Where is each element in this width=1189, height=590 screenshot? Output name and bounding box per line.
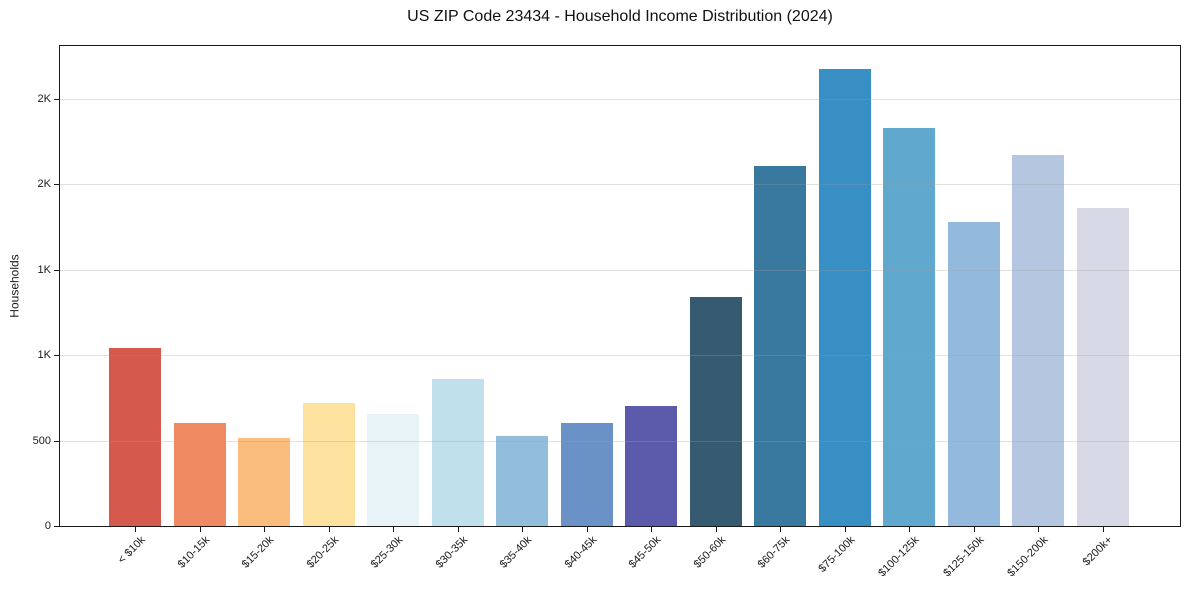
x-tick-label: $50-60k bbox=[691, 534, 728, 571]
x-tick-label: $45-50k bbox=[626, 534, 664, 571]
y-tick-label: 1K bbox=[37, 349, 51, 362]
x-tick-mark bbox=[1102, 527, 1104, 532]
bar bbox=[1012, 155, 1064, 526]
y-tick-label: 1K bbox=[37, 263, 51, 276]
x-tick-mark bbox=[973, 527, 975, 532]
bar bbox=[238, 438, 290, 526]
y-tick-mark bbox=[54, 355, 59, 357]
x-tick-label: $25-30k bbox=[368, 534, 406, 571]
x-tick-mark bbox=[135, 527, 136, 532]
bar bbox=[1076, 208, 1129, 526]
x-tick-label: $150-200k bbox=[1005, 534, 1051, 580]
bar bbox=[109, 348, 161, 526]
bar bbox=[367, 414, 419, 526]
x-tick-label: $30-35k bbox=[433, 534, 470, 571]
y-tick-label: 0 bbox=[44, 520, 51, 532]
x-tick-mark bbox=[651, 527, 652, 532]
x-tick-label: $60-75k bbox=[755, 534, 793, 571]
x-tick-mark bbox=[328, 527, 330, 532]
y-tick-label: 2K bbox=[37, 178, 51, 191]
bar bbox=[625, 406, 677, 526]
bar bbox=[431, 379, 484, 526]
bar bbox=[754, 166, 806, 526]
x-tick-label: $40-45k bbox=[562, 534, 599, 571]
x-tick-mark bbox=[264, 527, 265, 532]
x-tick-mark bbox=[844, 527, 846, 532]
plot-area bbox=[59, 45, 1181, 527]
x-tick-mark bbox=[457, 527, 459, 532]
y-axis-title-wrap: Households bbox=[0, 46, 30, 526]
bar bbox=[560, 422, 613, 526]
bar bbox=[302, 403, 355, 526]
x-tick-label: $15-20k bbox=[239, 534, 277, 571]
y-tick-mark bbox=[54, 98, 59, 100]
bars-layer bbox=[60, 46, 1180, 526]
y-tick-mark bbox=[54, 269, 59, 271]
x-tick-mark bbox=[715, 527, 717, 532]
x-tick-label: $200k+ bbox=[1080, 534, 1115, 569]
bar bbox=[173, 422, 226, 526]
y-tick-mark bbox=[54, 184, 59, 186]
x-tick-mark bbox=[780, 527, 781, 532]
x-tick-label: $125-150k bbox=[940, 534, 986, 580]
x-tick-mark bbox=[1038, 527, 1039, 532]
x-tick-label: $100-125k bbox=[876, 534, 922, 580]
y-tick-mark bbox=[54, 526, 59, 527]
x-tick-label: $75-100k bbox=[816, 534, 857, 575]
x-tick-mark bbox=[393, 527, 394, 532]
x-tick-label: $10-15k bbox=[175, 534, 212, 571]
x-tick-mark bbox=[909, 527, 910, 532]
bar bbox=[496, 436, 548, 526]
y-tick-mark bbox=[54, 440, 59, 442]
x-tick-mark bbox=[199, 527, 201, 532]
x-tick-label: $35-40k bbox=[497, 534, 535, 571]
x-tick-label: $20-25k bbox=[304, 534, 341, 571]
y-tick-label: 2K bbox=[37, 92, 51, 105]
y-tick-label: 500 bbox=[32, 434, 51, 447]
bar bbox=[883, 128, 935, 526]
x-tick-label: < $10k bbox=[115, 534, 148, 567]
bar bbox=[818, 69, 871, 526]
chart-title: US ZIP Code 23434 - Household Income Dis… bbox=[407, 8, 833, 25]
x-tick-mark bbox=[586, 527, 588, 532]
bar bbox=[689, 297, 742, 526]
x-tick-mark bbox=[522, 527, 523, 532]
bar bbox=[947, 221, 1000, 526]
